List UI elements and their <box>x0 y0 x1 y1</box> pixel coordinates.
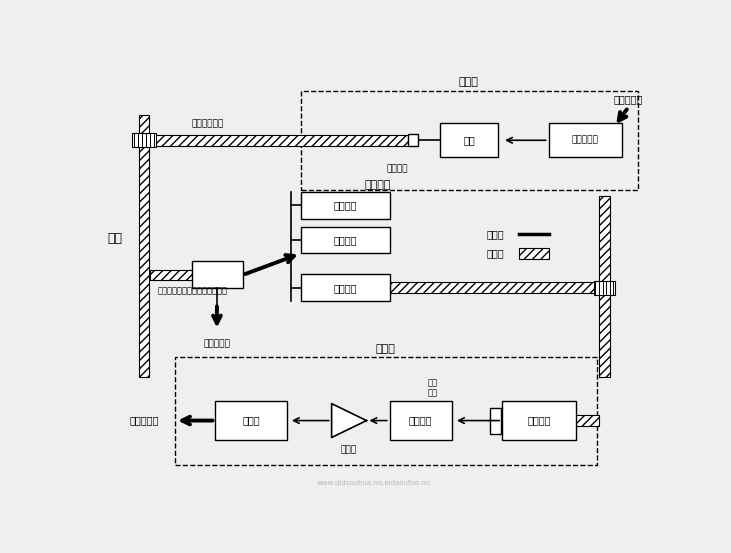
Text: 电信号: 电信号 <box>487 229 504 239</box>
Text: 电功放大器: 电功放大器 <box>572 135 599 144</box>
Bar <box>300 192 390 219</box>
Bar <box>139 115 150 377</box>
Bar <box>440 123 499 157</box>
Text: 光中继器（光纤放大器封装盒）: 光中继器（光纤放大器封装盒） <box>157 286 227 295</box>
Text: 接收机: 接收机 <box>376 343 395 353</box>
Bar <box>300 274 390 301</box>
Text: www.qldsouhua.no.eldaoufuo.no: www.qldsouhua.no.eldaoufuo.no <box>317 480 431 486</box>
Bar <box>490 408 501 434</box>
Bar <box>216 401 287 440</box>
Text: 放大器: 放大器 <box>341 445 357 455</box>
Text: 盘纤枰备份: 盘纤枰备份 <box>203 340 230 349</box>
Text: 光分波器: 光分波器 <box>409 415 433 426</box>
Text: 光放大器: 光放大器 <box>333 200 357 210</box>
Bar <box>594 281 616 295</box>
Bar <box>549 123 622 157</box>
Bar <box>502 401 576 440</box>
Bar <box>390 283 599 293</box>
Text: 光缆: 光缆 <box>107 232 122 244</box>
Bar <box>390 401 452 440</box>
Bar <box>175 357 597 465</box>
Bar <box>519 248 549 259</box>
Text: 光放大器: 光放大器 <box>527 415 550 426</box>
Polygon shape <box>332 404 366 437</box>
Text: 电放大器: 电放大器 <box>333 235 357 245</box>
Text: 光信号: 光信号 <box>487 248 504 258</box>
Text: 光纤放大器盒: 光纤放大器盒 <box>192 119 224 129</box>
Text: 光放大器: 光放大器 <box>333 283 357 293</box>
Text: 光波
频段: 光波 频段 <box>428 378 437 398</box>
Bar <box>300 91 637 190</box>
Text: 电信号输入: 电信号输入 <box>614 95 643 105</box>
Text: 光连接器: 光连接器 <box>387 164 408 173</box>
Bar <box>490 415 599 426</box>
Bar <box>599 196 610 377</box>
Bar <box>132 133 156 147</box>
Bar <box>192 261 243 288</box>
Text: 电信号输出: 电信号输出 <box>129 415 159 426</box>
Text: 光中继器: 光中继器 <box>365 180 391 190</box>
Bar <box>150 270 192 280</box>
Text: 发送机: 发送机 <box>459 77 479 87</box>
Bar <box>300 227 390 253</box>
Text: 光源: 光源 <box>463 135 475 145</box>
Text: 导波器: 导波器 <box>242 415 260 426</box>
Bar <box>150 135 408 145</box>
Bar <box>408 134 418 145</box>
